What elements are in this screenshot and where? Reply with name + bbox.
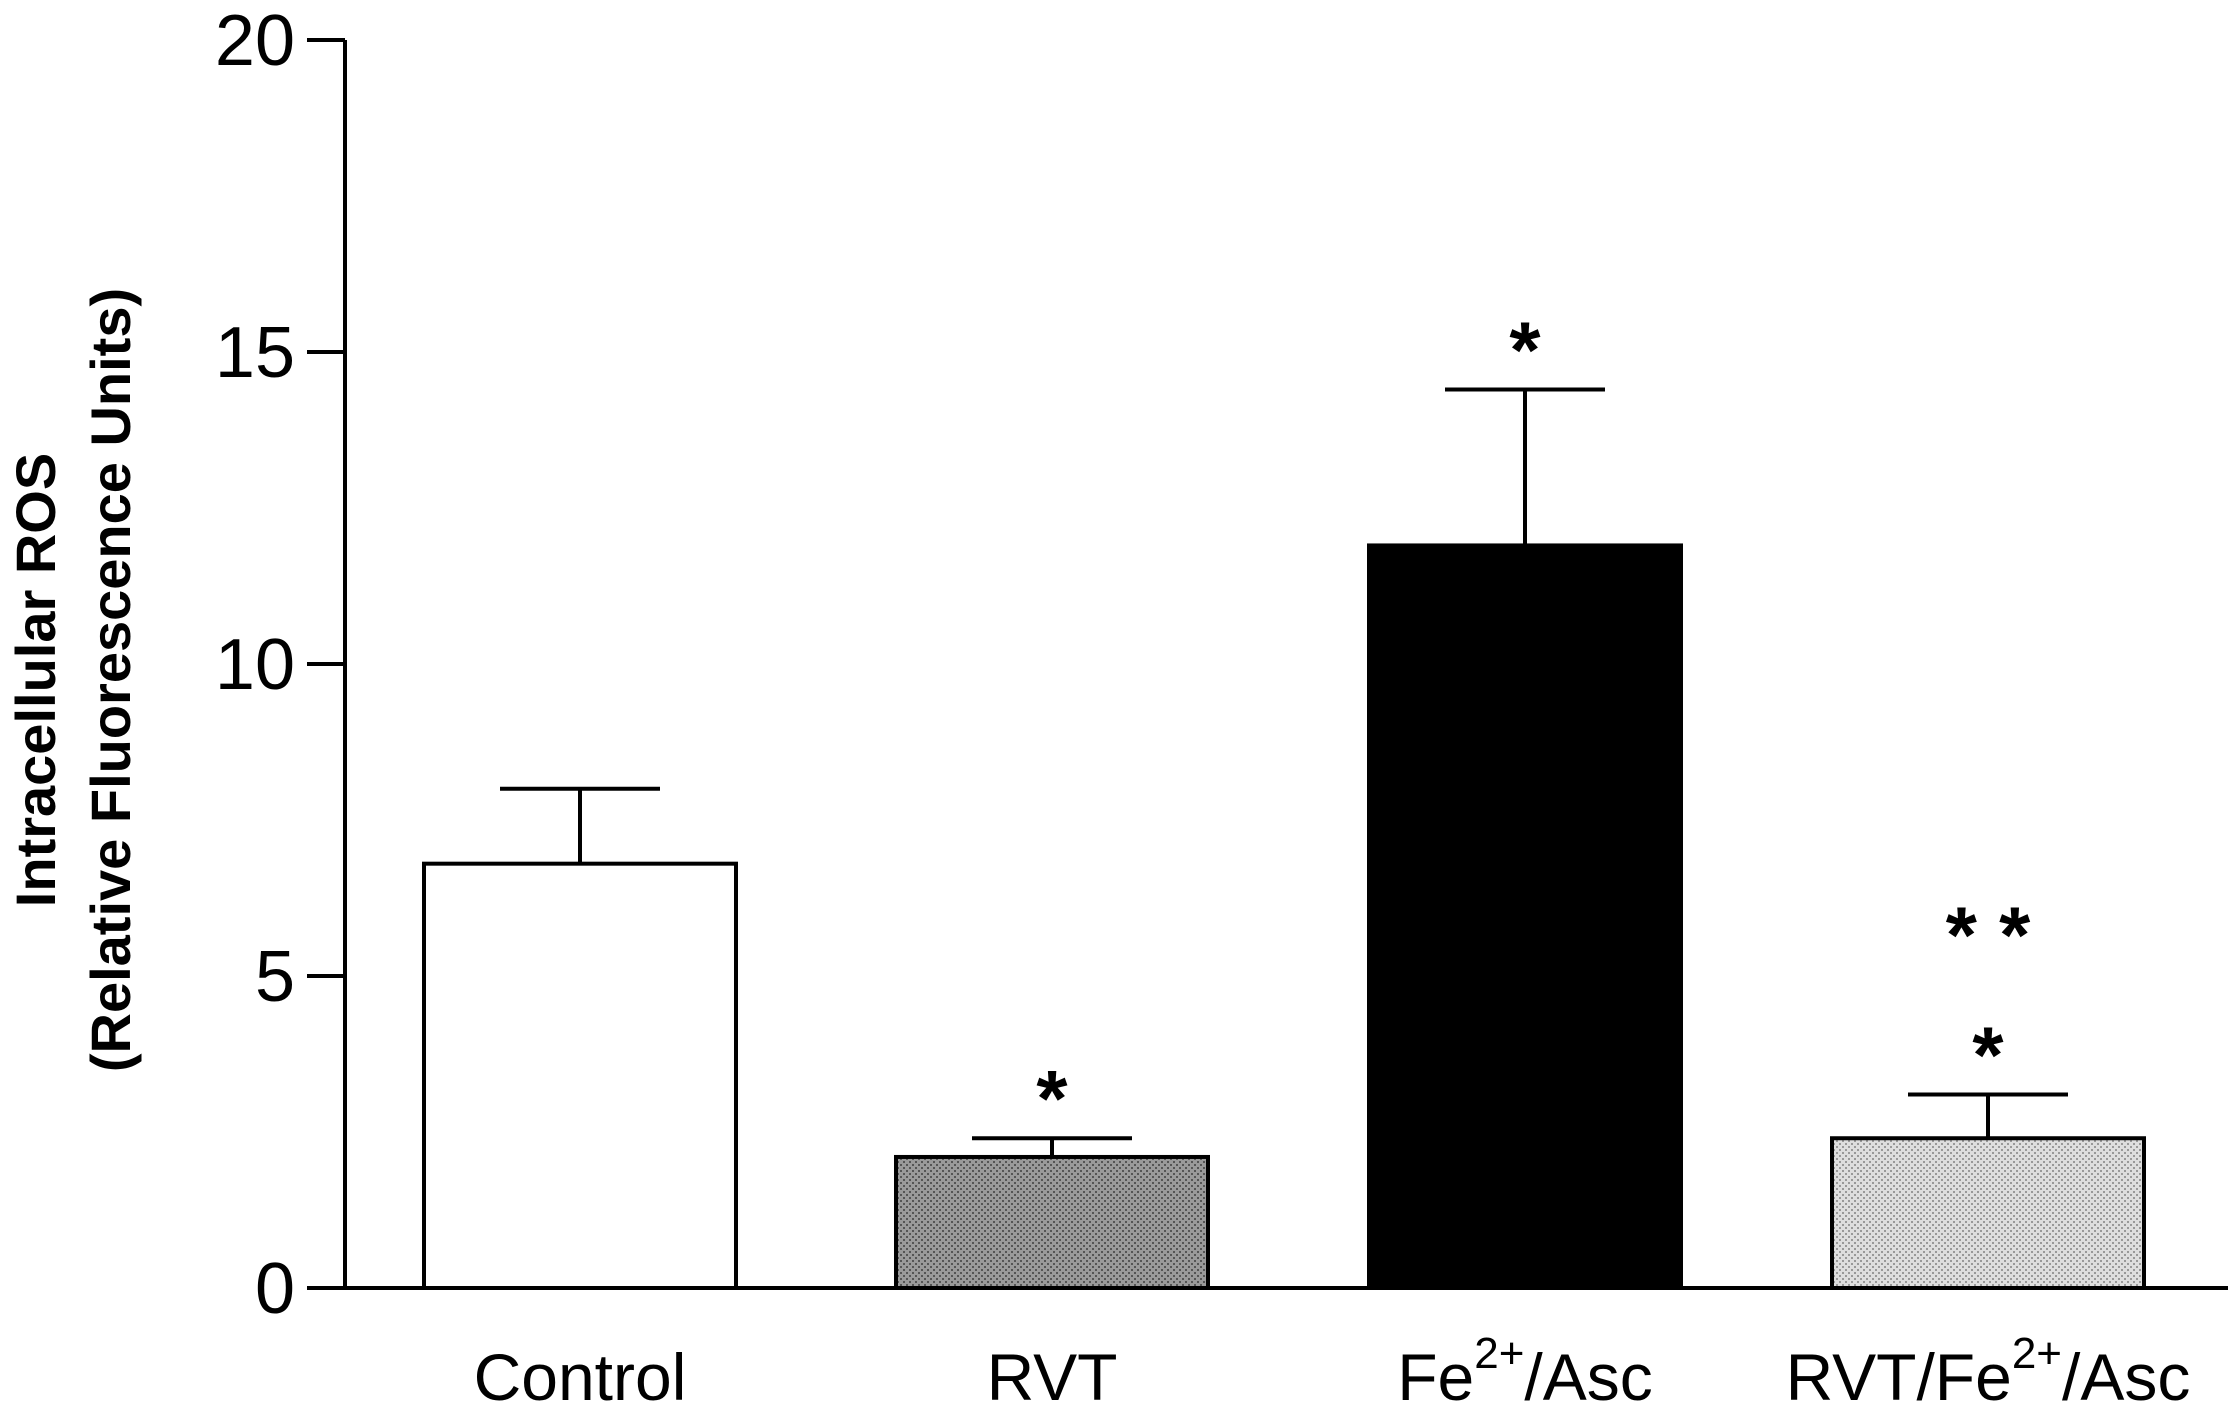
y-tick-label-2: 10 [215, 625, 295, 705]
bar-3 [1830, 1136, 2146, 1290]
y-axis-title: Intracellular ROS (Relative Fluorescence… [4, 288, 142, 1072]
x-tick-label-1: RVT [987, 1340, 1118, 1414]
x-tick-labels: Control RVT Fe2+/Asc RVT/Fe2+/Asc [474, 1329, 2191, 1414]
y-tick-label-1: 5 [255, 937, 295, 1017]
y-tick-label-3: 15 [215, 313, 295, 393]
bar-2 [1367, 543, 1683, 1290]
significance-mark-1-0: * [1036, 1054, 1068, 1143]
significance-marks: * * * * * [1036, 305, 2031, 1143]
x-tick-label-3: RVT/Fe2+/Asc [1786, 1329, 2191, 1414]
significance-mark-3-0: * [1972, 1011, 2004, 1100]
significance-mark-2-0: * [1509, 305, 1541, 394]
bar-1 [894, 1154, 1210, 1290]
y-tick-label-4: 20 [215, 1, 295, 81]
y-axis-title-line1: Intracellular ROS [4, 453, 67, 907]
y-axis-title-line2: (Relative Fluorescence Units) [79, 288, 142, 1072]
significance-mark-3-1: * * [1946, 891, 2031, 980]
y-tick-label-0: 0 [255, 1249, 295, 1329]
x-tick-label-2: Fe2+/Asc [1397, 1329, 1653, 1414]
x-tick-label-0: Control [474, 1340, 687, 1414]
bars [422, 387, 2146, 1290]
bar-0 [422, 861, 738, 1290]
